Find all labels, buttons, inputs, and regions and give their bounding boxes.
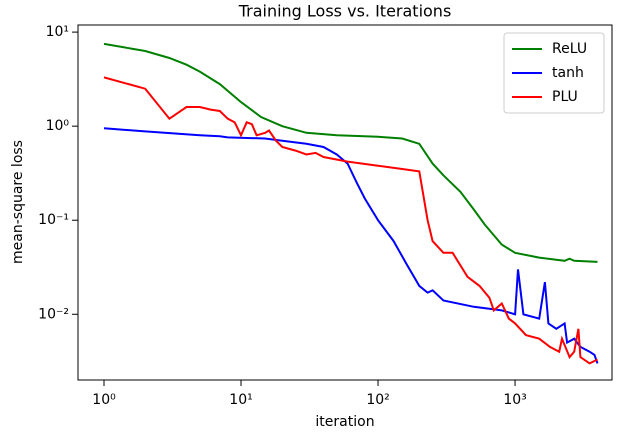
legend-label: PLU [552,89,578,105]
line-series [103,42,598,263]
y-axis-label: mean-square loss [10,140,26,264]
legend-box [503,32,605,114]
line-series [103,76,598,365]
legend-label: tanh [552,65,584,81]
chart-title: Training Loss vs. Iterations [238,2,452,21]
plot-frame [77,24,613,381]
y-tick-label: 10¹ [46,24,69,40]
x-tick-label: 10² [366,392,389,408]
legend-label: ReLU [552,41,587,57]
y-tick-label: 10⁻¹ [38,212,69,228]
x-axis-label: iteration [315,414,374,430]
y-tick-label: 10⁰ [46,118,70,134]
x-tick-label: 10³ [503,392,526,408]
y-tick-label: 10⁻² [38,306,69,322]
x-tick-label: 10⁰ [92,392,116,408]
line-series [103,127,599,364]
x-tick-label: 10¹ [229,392,252,408]
